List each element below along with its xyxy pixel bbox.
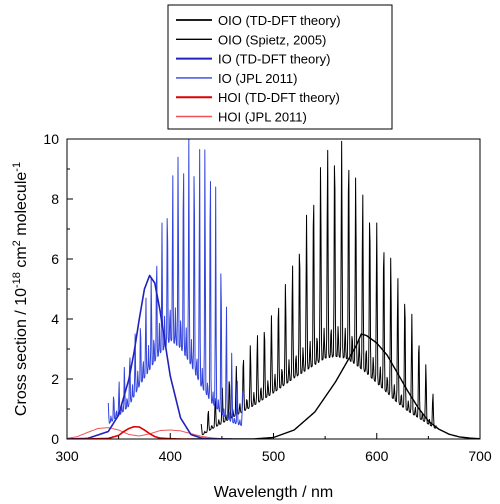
- legend-label: HOI (TD-DFT theory): [218, 90, 340, 105]
- series-line-oio-spietz-2005: [200, 140, 437, 436]
- y-axis-title-exp3: -1: [11, 162, 23, 172]
- x-tick-label: 700: [468, 448, 492, 464]
- legend-label: OIO (Spietz, 2005): [218, 32, 326, 47]
- legend-box: [167, 4, 393, 130]
- x-tick-label: 400: [159, 448, 183, 464]
- y-tick-label: 0: [51, 431, 59, 447]
- x-tick-label: 600: [365, 448, 389, 464]
- y-tick-label: 10: [43, 131, 59, 147]
- y-axis-title-base: Cross section / 10: [13, 288, 30, 416]
- y-tick-label: 4: [51, 311, 59, 327]
- y-axis-title: Cross section / 10-18 cm2 molecule-1: [11, 162, 30, 416]
- legend-label: IO (TD-DFT theory): [218, 52, 330, 67]
- legend-items: OIO (TD-DFT theory) OIO (Spietz, 2005) IO …: [176, 13, 341, 125]
- legend: OIO (TD-DFT theory) OIO (Spietz, 2005) IO …: [167, 4, 393, 130]
- x-tick-label: 500: [262, 448, 286, 464]
- y-axis-title-tail: molecule: [13, 172, 30, 241]
- series-line-oio-td-dft-theory: [190, 333, 480, 439]
- x-tick-label: 300: [55, 448, 79, 464]
- x-axis-title: Wavelength / nm: [214, 484, 333, 501]
- y-axis-title-exp2: 2: [11, 240, 23, 246]
- legend-label: HOI (JPL 2011): [218, 110, 307, 125]
- series-layer: [67, 139, 480, 439]
- legend-label: IO (JPL 2011): [218, 71, 297, 86]
- axis-ticks: 300 400 500 600 700 0 2 4 6 8 10: [43, 131, 491, 464]
- y-axis-title-mid: cm: [13, 246, 30, 272]
- series-line-io-td-dft-theory: [67, 274, 233, 439]
- series-line-io-jpl-2011: [107, 139, 244, 426]
- y-tick-label: 2: [51, 371, 59, 387]
- legend-label: OIO (TD-DFT theory): [218, 13, 341, 28]
- y-tick-label: 6: [51, 251, 59, 267]
- y-tick-label: 8: [51, 191, 59, 207]
- axis-titles: Wavelength / nm Cross section / 10-18 cm…: [11, 162, 333, 501]
- y-axis-title-exp1: -18: [11, 272, 23, 288]
